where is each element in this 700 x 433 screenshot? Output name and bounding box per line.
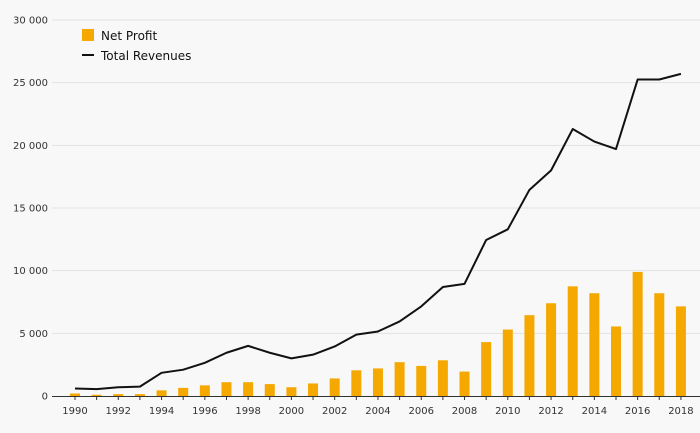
legend-label-total-revenues: Total Revenues: [100, 49, 191, 63]
net-profit-bar: [675, 306, 686, 396]
x-tick-label: 2010: [495, 406, 520, 417]
x-tick-label: 1992: [106, 406, 131, 417]
net-profit-bar: [286, 387, 297, 396]
x-tick-label: 1990: [62, 406, 87, 417]
legend-swatch-net-profit: [82, 29, 94, 41]
y-axis-ticks: 0 5 000 10 000 15 000 20 000 25 000 30 000: [13, 16, 48, 403]
x-tick-label: 2000: [279, 406, 304, 417]
y-tick-label: 10 000: [13, 266, 48, 277]
net-profit-bar: [156, 390, 167, 396]
x-tick-label: 2018: [668, 406, 693, 417]
x-tick-label: 1996: [192, 406, 217, 417]
y-tick-label: 5 000: [19, 329, 48, 340]
net-profit-bar: [134, 394, 145, 396]
x-tick-label: 2008: [452, 406, 477, 417]
y-tick-label: 20 000: [13, 141, 48, 152]
net-profit-bar: [221, 382, 232, 396]
net-profit-bar: [437, 360, 448, 396]
net-profit-bar: [178, 387, 189, 396]
x-axis-ticks: 1990 1992 1994 1996 1998 2000 2002 2004 2006 2008…: [62, 396, 694, 417]
net-profit-bar: [91, 394, 102, 396]
net-profit-bar: [308, 383, 319, 396]
x-tick-label: 2014: [582, 406, 607, 417]
grid-lines: [52, 19, 700, 334]
legend: Net Profit Total Revenues: [82, 29, 191, 63]
x-tick-label: 2006: [409, 406, 434, 417]
net-profit-bar: [416, 365, 427, 396]
net-profit-bar: [70, 393, 80, 396]
x-tick-label: 2016: [625, 406, 650, 417]
x-tick-label: 1998: [235, 406, 260, 417]
net-profit-bar: [329, 378, 340, 396]
total-revenues-line: [74, 72, 682, 391]
net-profit-bar: [394, 362, 405, 396]
net-profit-bar: [481, 342, 492, 396]
net-profit-bar: [546, 303, 557, 396]
net-profit-bar: [243, 382, 254, 396]
net-profit-bar: [372, 368, 383, 396]
net-profit-bar: [632, 271, 643, 396]
net-profit-bar: [567, 286, 578, 396]
net-profit-bars: [70, 271, 686, 396]
net-profit-bar: [611, 326, 621, 396]
x-tick-label: 1994: [149, 406, 174, 417]
y-tick-label: 25 000: [13, 78, 48, 89]
net-profit-bar: [351, 370, 362, 396]
x-tick-label: 2002: [322, 406, 347, 417]
y-tick-label: 30 000: [13, 16, 48, 27]
x-tick-label: 2012: [538, 406, 563, 417]
net-profit-bar: [113, 394, 124, 396]
net-profit-bar: [502, 329, 513, 396]
net-profit-bar: [654, 293, 665, 396]
net-profit-bar: [199, 385, 210, 396]
legend-label-net-profit: Net Profit: [101, 29, 157, 43]
net-profit-bar: [589, 293, 600, 396]
y-tick-label: 0: [42, 392, 48, 403]
x-tick-label: 2004: [365, 406, 390, 417]
net-profit-bar: [524, 315, 535, 396]
y-tick-label: 15 000: [13, 204, 48, 215]
net-profit-bar: [264, 384, 275, 396]
net-profit-bar: [459, 371, 470, 396]
